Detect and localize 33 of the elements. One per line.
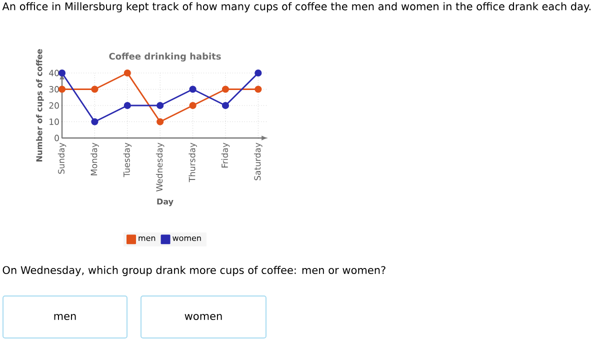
- text: An office in Millersburg kept track of how many cups of coffee the men and women in the office drank each day.: [2, 2, 590, 12]
- x-tick-label: Saturday: [254, 142, 262, 180]
- chart-title: Coffee drinking habits: [109, 52, 221, 62]
- point: [91, 86, 98, 93]
- x-tick-label: Wednesday: [156, 142, 164, 192]
- y-tick-label: 20: [49, 102, 59, 109]
- x-tick-label: Monday: [90, 142, 99, 176]
- point: [189, 102, 196, 110]
- x-tick-label: Tuesday: [123, 142, 132, 178]
- y-axis-title: Number of cups of coffee: [36, 49, 44, 162]
- point: [254, 86, 262, 93]
- text: On Wednesday, which group drank more cups of coffee: men or women?: [2, 266, 386, 276]
- point: [91, 118, 98, 126]
- y-tick-label: 0: [54, 134, 59, 142]
- point: [156, 102, 164, 110]
- x-tick-label: Friday: [221, 142, 230, 168]
- x-tick-label: Thursday: [188, 142, 197, 182]
- point: [124, 69, 131, 77]
- point: [254, 69, 262, 77]
- y-tick-label: 40: [49, 70, 59, 76]
- y-tick-label: 10: [50, 118, 59, 125]
- text: women: [184, 314, 222, 320]
- point: [156, 118, 164, 126]
- point: [222, 86, 230, 93]
- y-tick-label: 30: [49, 86, 59, 92]
- point: [124, 102, 131, 110]
- text: men: [54, 314, 76, 320]
- x-tick-label: Sunday: [58, 142, 66, 174]
- point: [189, 86, 196, 93]
- legend-label: men: [138, 236, 156, 242]
- x-axis-title: Day: [157, 198, 174, 206]
- legend-label: women: [172, 236, 201, 242]
- point: [222, 102, 230, 110]
